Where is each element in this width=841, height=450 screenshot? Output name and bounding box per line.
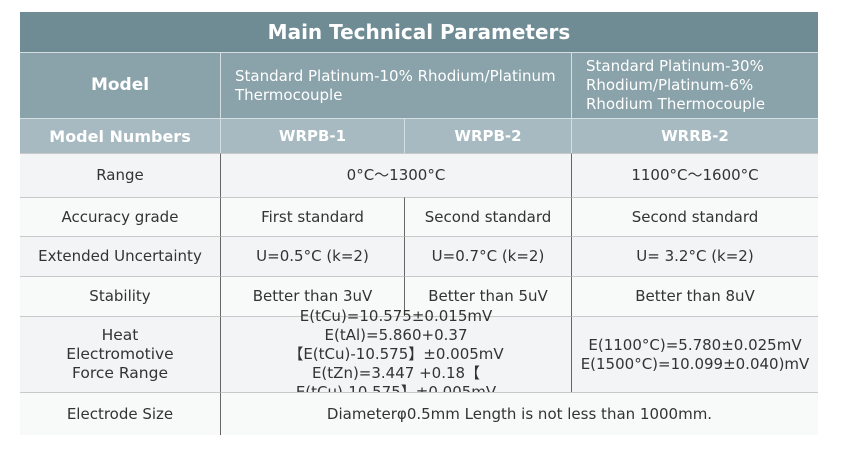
cell-value: Diameterφ0.5mm Length is not less than 1… [220,392,818,435]
table-title: Main Technical Parameters [20,12,818,52]
row-label: Extended Uncertainty [20,236,220,276]
value-line: E(tAl)=5.860+0.37【E(tCu)-10.575】±0.005mV [288,326,504,363]
cell-value: U=0.7°C (k=2) [404,236,571,276]
cell-value: E(1100°C)=5.780±0.025mV E(1500°C)=10.099±… [571,316,818,392]
cell-value: U=0.5°C (k=2) [220,236,404,276]
row-label: Electrode Size [20,392,220,435]
row-label: Model Numbers [20,118,220,153]
cell-value: 0°C～1300°C [220,153,571,197]
cell-value: Standard Platinum-30% Rhodium/Platinum-6… [571,52,818,118]
cell-value: Better than 3uV [220,276,404,316]
cell-value: Better than 5uV [404,276,571,316]
row-label: Range [20,153,220,197]
value-line: E(1100°C)=5.780±0.025mV [588,335,802,354]
cell-value: Second standard [404,197,571,236]
cell-value: E(tCu)=10.575±0.015mV E(tAl)=5.860+0.37【E… [220,307,571,401]
row-label: Model [20,52,220,118]
cell-value: Standard Platinum-10% Rhodium/Platinum T… [220,52,571,118]
row-label: Accuracy grade [20,197,220,236]
row-label: Heat Electromotive Force Range [20,316,220,392]
cell-value: First standard [220,197,404,236]
cell-value: WRPB-2 [404,118,571,153]
row-label: Stability [20,276,220,316]
cell-value: Better than 8uV [571,276,818,316]
cell-value: 1100°C～1600°C [571,153,818,197]
cell-value: WRRB-2 [571,118,818,153]
cell-value: U= 3.2°C (k=2) [571,236,818,276]
value-line: E(1500°C)=10.099±0.040)mV [580,354,810,373]
cell-value: WRPB-1 [220,118,404,153]
value-line: E(tCu)=10.575±0.015mV [299,307,493,325]
cell-value: Second standard [571,197,818,236]
